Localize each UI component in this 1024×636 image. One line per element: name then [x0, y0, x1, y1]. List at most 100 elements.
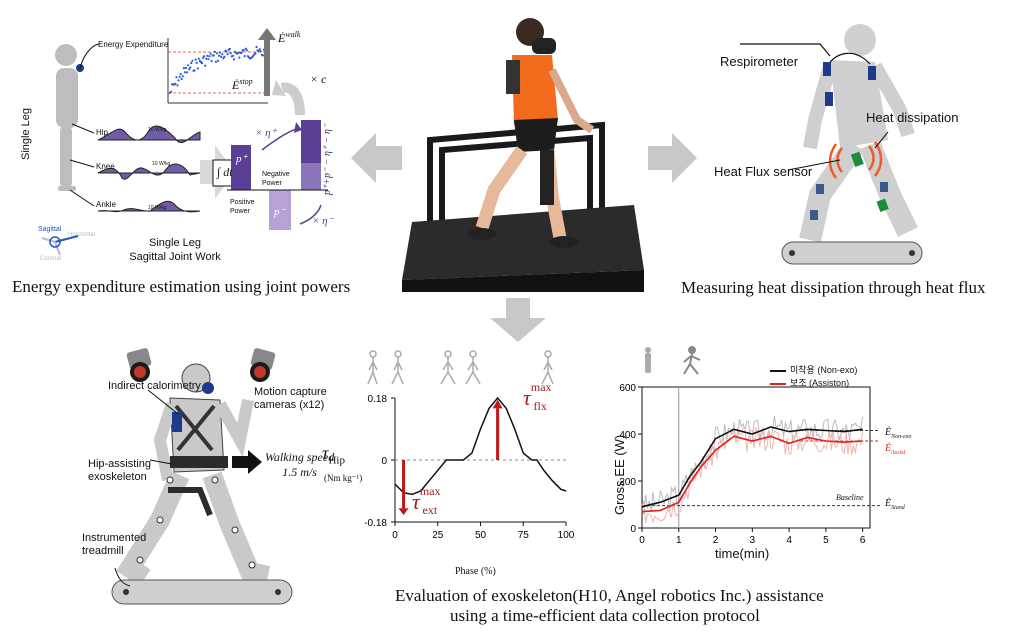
scatter-point: [170, 90, 173, 93]
knee-scale: 10 W/kg: [152, 161, 171, 167]
axis-horizontal: Horizontal: [68, 232, 96, 238]
treadmill-label: Instrumented treadmill: [82, 532, 147, 557]
torque-plot-panel: 0.18 0 -0.18 0 25 50 75 100 τHip (Nm kg⁻¹) Phas…: [318, 340, 608, 585]
exoskeleton-label: Hip-assisting exoskeleton: [88, 458, 151, 483]
legend-non-exo: 미착용 (Non-exo): [770, 364, 857, 377]
times-c-label: × c: [310, 72, 327, 86]
torque-x-tick-label: 75: [518, 530, 530, 541]
heat-flux-sensor-label: Heat Flux sensor: [714, 164, 813, 179]
axis-coronal: Coronal: [40, 256, 62, 262]
knee-label: Knee: [96, 162, 115, 171]
scatter-point: [183, 71, 186, 74]
e-stand-label: ĖStand: [885, 498, 905, 511]
arrow-down: [490, 298, 546, 342]
torque-x-tick-label: 100: [558, 530, 575, 541]
scatter-point: [205, 57, 208, 60]
torque-chart: 0.18 0 -0.18 0 25 50 75 100: [364, 350, 575, 541]
scatter-point: [182, 67, 185, 70]
torque-x-tick-label: 50: [475, 530, 487, 541]
raw-assist-trace: [641, 427, 864, 524]
motion-capture-label: Motion capture cameras (x12): [254, 386, 327, 411]
ee-y-tick-label: 400: [619, 430, 636, 441]
legend-assist: 보조 (Assiston): [770, 377, 857, 390]
scatter-point: [193, 69, 196, 72]
respirometer-label: Respirometer: [720, 54, 799, 69]
scatter-point: [220, 55, 223, 59]
scatter-point: [240, 51, 243, 54]
single-leg-vertical: Single Leg: [20, 108, 32, 160]
ee-x-tick-label: 4: [786, 535, 792, 546]
stand-walk-icons: [645, 346, 701, 375]
scatter-point: [196, 67, 199, 70]
human-silhouette: [55, 44, 78, 191]
indirect-calorimetry-label: Indirect calorimetry: [108, 380, 201, 392]
tau-ext-arrowhead: [398, 508, 409, 516]
e-stop-label: Ėstop: [232, 77, 253, 92]
panel-experiment-setup: Indirect calorimetry Motion capture came…: [0, 340, 340, 636]
torque-ylabel: τHip: [322, 443, 345, 467]
torque-x-tick-label: 25: [432, 530, 444, 541]
times-eta-plus: × η⁺: [255, 127, 277, 139]
scatter-point: [212, 54, 215, 57]
scatter-point: [245, 49, 248, 52]
ee-frame: [641, 386, 871, 529]
caption-heat-flux: Measuring heat dissipation through heat …: [681, 278, 986, 297]
ee-x-tick-label: 2: [713, 535, 719, 546]
scatter-point: [206, 54, 209, 57]
heat-dissipation-label: Heat dissipation: [866, 110, 959, 125]
treadmill-heatflux: [781, 241, 923, 265]
caption-evaluation-line1: Evaluation of exoskeleton(H10, Angel rob…: [395, 586, 824, 605]
ee-legend: 미착용 (Non-exo) 보조 (Assiston): [770, 364, 857, 390]
scatter-point: [208, 55, 211, 58]
ee-plot-panel: 0 200 400 600 0 1 2 3 4 5 6 Gross EE (W) time(min)…: [610, 340, 1024, 575]
p-plus-label: p⁺: [236, 153, 248, 165]
torque-y-tick-label: 0: [381, 456, 387, 467]
scatter-point: [254, 52, 257, 55]
scatter-point: [195, 61, 198, 64]
walking-person: [468, 18, 595, 248]
ankle-label: Ankle: [96, 200, 117, 209]
ee-x-tick-label: 1: [676, 535, 682, 546]
scatter-point: [226, 53, 229, 56]
scatter-point: [210, 59, 213, 63]
non-exo-line: [641, 426, 863, 508]
scatter-point: [258, 48, 261, 51]
caption-evaluation-line2: using a time-efficient data collection p…: [450, 606, 760, 625]
torque-xlabel: Phase (%): [455, 566, 496, 577]
e-non-exo-label: ĖNon-exo: [885, 427, 912, 440]
scatter-point: [177, 79, 180, 82]
power-bars: [227, 120, 328, 230]
scatter-point: [175, 76, 178, 79]
scatter-point: [257, 49, 260, 53]
gait-phase-icons: [367, 350, 554, 385]
scatter-point: [237, 51, 240, 55]
scatter-point: [176, 84, 179, 87]
ee-x-tick-label: 6: [860, 535, 866, 546]
scatter-point: [197, 57, 200, 60]
scatter-point: [218, 54, 221, 57]
negative-power-label: Negative Power: [262, 171, 290, 187]
ee-y-tick-label: 600: [619, 383, 636, 394]
scatter-point: [213, 50, 216, 54]
e-walk-label: Ėwalk: [278, 30, 301, 45]
scatter-point: [184, 66, 188, 70]
scatter-point: [187, 64, 190, 67]
scatter-point: [231, 54, 235, 57]
scatter-point: [209, 52, 212, 55]
scatter-point: [215, 52, 219, 55]
scatter-point: [214, 60, 217, 63]
ee-x-tick-label: 3: [750, 535, 756, 546]
scatter-point: [186, 71, 189, 74]
scatter-point: [202, 56, 205, 60]
scatter-point: [259, 50, 262, 53]
scatter-point: [181, 75, 184, 78]
hip-label: Hip: [96, 128, 109, 137]
treadmill-photo: [402, 0, 648, 295]
camera-icon: [250, 348, 276, 382]
scatter-point: [194, 58, 197, 61]
ee-ylabel: Gross EE (W): [612, 434, 627, 515]
torque-y-tick-label: -0.18: [364, 518, 387, 529]
instrumented-treadmill: [111, 579, 293, 605]
energy-plot: [167, 38, 268, 104]
ankle-scale: 10 W/kg: [148, 205, 167, 211]
